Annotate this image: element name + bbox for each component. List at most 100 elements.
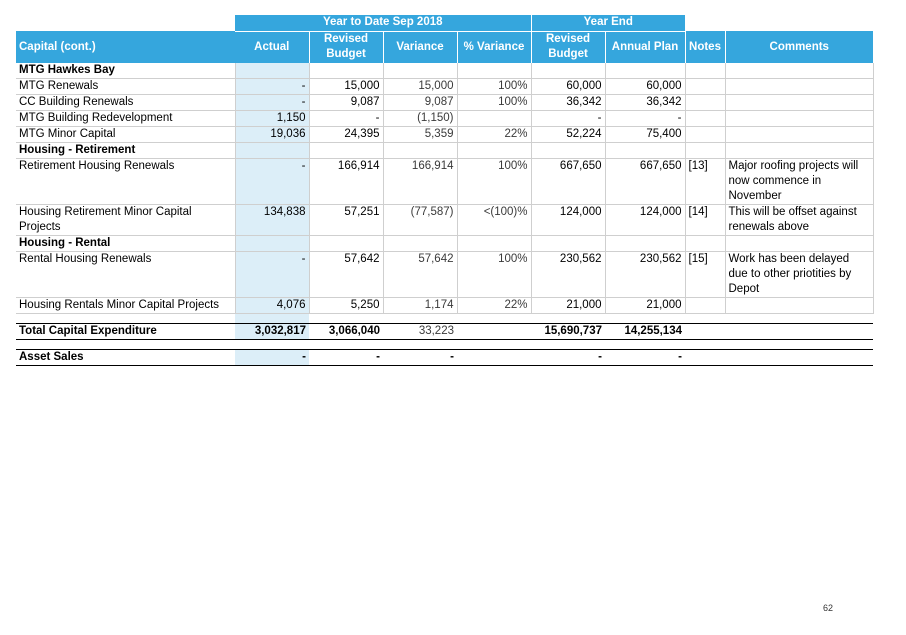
cell-comments (725, 78, 874, 95)
table-row: MTG Renewals -15,000 15,000 100% 60,000 60,00… (16, 78, 874, 95)
total-actual: 3,032,817 (235, 323, 309, 340)
cell-pct: 100% (457, 94, 532, 111)
cell-ye-revised: 21,000 (531, 297, 606, 314)
header-group-row: Year to Date Sep 2018 Year End (16, 15, 873, 32)
cell-annual: 230,562 (605, 251, 686, 298)
cell-notes (685, 94, 726, 111)
table-row: MTG Minor Capital 19,036 24,395 5,359 22% 52,… (16, 126, 874, 143)
section-heading: Housing - Rental (16, 235, 236, 252)
total-revised: 3,066,040 (309, 323, 383, 340)
asset-sales-variance: - (383, 349, 457, 366)
cell-comments (725, 94, 874, 111)
section-heading: MTG Hawkes Bay (16, 63, 236, 79)
asset-sales-actual: - (235, 349, 309, 366)
cell-notes: [15] (685, 251, 726, 298)
table-row: Retirement Housing Renewals -166,914 166,9… (16, 158, 874, 205)
cell-annual (605, 235, 686, 252)
ytd-group-header: Year to Date Sep 2018 (235, 15, 531, 32)
cell-annual (605, 142, 686, 159)
cell-pct: 100% (457, 251, 532, 298)
cell-annual: 36,342 (605, 94, 686, 111)
total-capital-row: Total Capital Expenditure 3,032,817 3,06… (16, 323, 873, 340)
cell-comments (725, 297, 874, 314)
cell-actual: - (235, 251, 310, 298)
cell-variance: 5,359 (383, 126, 458, 143)
row-label: MTG Minor Capital (16, 126, 236, 143)
cell-annual: 124,000 (605, 204, 686, 236)
col-header-notes: Notes (685, 31, 726, 63)
table-row: CC Building Renewals -9,087 9,087 100% 36,34… (16, 94, 874, 111)
cell-comments (725, 126, 874, 143)
cell-actual: - (235, 78, 310, 95)
cell-annual: 21,000 (605, 297, 686, 314)
cell-ye-revised: 667,650 (531, 158, 606, 205)
cell-notes (685, 297, 726, 314)
asset-sales-row: Asset Sales - - - - - (16, 349, 873, 366)
cell-revised (309, 63, 384, 79)
cell-ye-revised: 60,000 (531, 78, 606, 95)
cell-pct (457, 142, 532, 159)
asset-sales-label: Asset Sales (16, 349, 235, 366)
cell-actual: 4,076 (235, 297, 310, 314)
cell-variance (383, 142, 458, 159)
cell-annual: 75,400 (605, 126, 686, 143)
cell-comments (725, 235, 874, 252)
cell-notes (685, 142, 726, 159)
table-row: Housing Rentals Minor Capital Projects 4,… (16, 297, 874, 314)
col-header-comments: Comments (725, 31, 873, 63)
row-label: Rental Housing Renewals (16, 251, 236, 298)
section-heading-row: Housing - Retirement (16, 142, 874, 159)
section-heading-row: MTG Hawkes Bay (16, 63, 874, 79)
table-row: Rental Housing Renewals -57,642 57,642 100%… (16, 251, 874, 298)
cell-variance: 166,914 (383, 158, 458, 205)
capital-report-table: Year to Date Sep 2018 Year End Capital (… (16, 15, 874, 366)
cell-ye-revised: - (531, 110, 606, 127)
cell-ye-revised: 230,562 (531, 251, 606, 298)
cell-notes (685, 235, 726, 252)
cell-variance (383, 235, 458, 252)
cell-annual: 667,650 (605, 158, 686, 205)
cell-revised: 166,914 (309, 158, 384, 205)
cell-revised: 9,087 (309, 94, 384, 111)
total-ye-revised: 15,690,737 (531, 323, 605, 340)
cell-pct: 22% (457, 126, 532, 143)
header-row: Capital (cont.) Actual Revised Budget Va… (16, 31, 873, 63)
row-label: MTG Building Redevelopment (16, 110, 236, 127)
row-label: Retirement Housing Renewals (16, 158, 236, 205)
asset-sales-revised: - (309, 349, 383, 366)
cell-annual (605, 63, 686, 79)
cell-comments: This will be offset against renewals abo… (725, 204, 874, 236)
cell-ye-revised: 52,224 (531, 126, 606, 143)
cell-notes: [13] (685, 158, 726, 205)
row-label: Housing Retirement Minor Capital Project… (16, 204, 236, 236)
section-heading-row: Housing - Rental (16, 235, 874, 252)
cell-pct (457, 63, 532, 79)
cell-comments (725, 63, 874, 79)
cell-pct: 100% (457, 158, 532, 205)
asset-sales-annual: - (605, 349, 685, 366)
col-header-revised-budget: Revised Budget (309, 31, 384, 63)
cell-annual: - (605, 110, 686, 127)
cell-revised: 24,395 (309, 126, 384, 143)
cell-comments: Work has been delayed due to other priot… (725, 251, 874, 298)
col-header-capital: Capital (cont.) (16, 31, 235, 63)
cell-pct: 100% (457, 78, 532, 95)
year-end-group-header: Year End (530, 15, 685, 32)
cell-notes: [14] (685, 204, 726, 236)
cell-actual (235, 63, 310, 79)
cell-ye-revised: 124,000 (531, 204, 606, 236)
cell-revised: 5,250 (309, 297, 384, 314)
cell-comments (725, 110, 874, 127)
cell-actual: 19,036 (235, 126, 310, 143)
cell-variance: (1,150) (383, 110, 458, 127)
cell-variance: 9,087 (383, 94, 458, 111)
cell-variance: (77,587) (383, 204, 458, 236)
section-heading: Housing - Retirement (16, 142, 236, 159)
cell-actual: - (235, 94, 310, 111)
cell-comments (725, 142, 874, 159)
cell-actual: - (235, 158, 310, 205)
col-header-actual: Actual (235, 31, 310, 63)
cell-variance: 57,642 (383, 251, 458, 298)
asset-sales-ye-revised: - (531, 349, 605, 366)
total-label: Total Capital Expenditure (16, 323, 235, 340)
